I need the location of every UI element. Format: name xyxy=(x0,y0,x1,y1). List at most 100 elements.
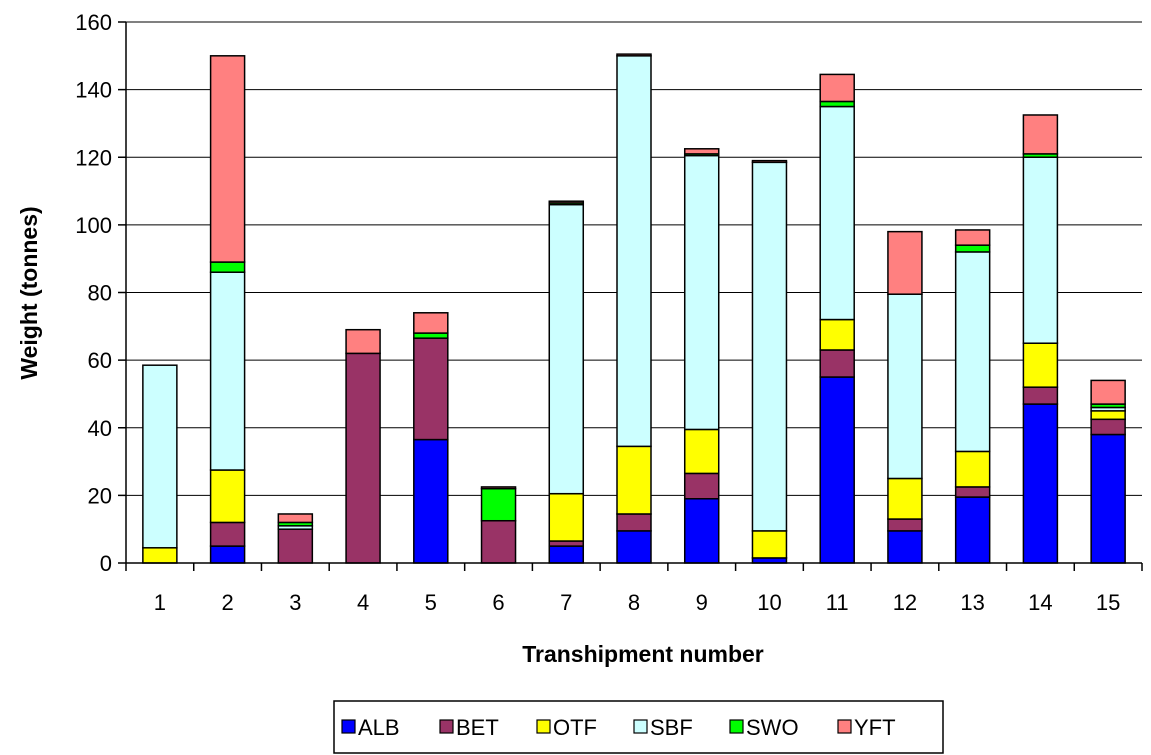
bar-otf-15 xyxy=(1090,410,1126,421)
bar-swo-13 xyxy=(954,244,991,253)
bar-stack-11 xyxy=(819,73,855,564)
legend-label: YFT xyxy=(854,715,896,740)
x-tick-label: 10 xyxy=(757,590,781,615)
y-tick-label: 40 xyxy=(88,416,112,441)
x-tick-label: 6 xyxy=(492,590,504,615)
bar-alb-14 xyxy=(1022,403,1059,564)
bar-yft-10 xyxy=(751,159,788,164)
bar-alb-11 xyxy=(819,376,855,564)
x-tick-label: 3 xyxy=(289,590,301,615)
legend-swatch xyxy=(341,719,356,734)
x-axis-title: Transhipment number xyxy=(522,641,764,667)
bar-yft-4 xyxy=(345,328,381,355)
legend-swatch xyxy=(729,719,744,734)
bar-yft-7 xyxy=(548,200,585,204)
bar-alb-12 xyxy=(887,530,923,564)
legend-item-alb: ALB xyxy=(341,715,400,740)
legend-label: ALB xyxy=(358,715,400,740)
bar-bet-3 xyxy=(277,528,314,564)
bar-stack-13 xyxy=(954,229,991,564)
bar-stack-9 xyxy=(683,148,720,564)
legend-item-bet: BET xyxy=(439,715,499,740)
y-tick-label: 20 xyxy=(88,483,112,508)
bar-bet-6 xyxy=(480,519,517,564)
bar-bet-12 xyxy=(887,518,923,532)
bar-bet-13 xyxy=(954,486,991,498)
bar-stack-4 xyxy=(345,328,381,564)
legend-swatch xyxy=(633,719,648,734)
bar-otf-12 xyxy=(887,477,923,520)
x-tick-label: 5 xyxy=(425,590,437,615)
y-tick-labels: 0 20 40 60 80 100 120 140 160 xyxy=(75,10,126,576)
legend-item-swo: SWO xyxy=(729,715,799,740)
bar-sbf-9 xyxy=(683,154,720,431)
bar-yft-11 xyxy=(819,73,855,103)
y-tick-label: 140 xyxy=(75,78,112,103)
legend-label: OTF xyxy=(553,715,597,740)
bar-alb-5 xyxy=(413,438,449,564)
bar-otf-13 xyxy=(954,450,991,488)
legend-item-otf: OTF xyxy=(536,715,597,740)
bar-stack-6 xyxy=(480,486,517,564)
bar-alb-9 xyxy=(683,498,720,564)
legend-item-sbf: SBF xyxy=(633,715,693,740)
legend-item-yft: YFT xyxy=(837,715,896,740)
x-tick-label: 2 xyxy=(221,590,233,615)
y-tick-label: 120 xyxy=(75,145,112,170)
bar-otf-11 xyxy=(819,318,855,351)
bar-stack-5 xyxy=(413,312,449,564)
x-tick-label: 15 xyxy=(1096,590,1120,615)
legend-label: BET xyxy=(456,715,499,740)
bar-bet-11 xyxy=(819,349,855,378)
y-tick-label: 80 xyxy=(88,281,112,306)
bar-yft-9 xyxy=(683,148,720,155)
bar-yft-14 xyxy=(1022,114,1059,155)
bar-stack-8 xyxy=(616,53,652,564)
bar-yft-15 xyxy=(1090,379,1126,405)
bar-yft-8 xyxy=(616,53,652,57)
legend-label: SBF xyxy=(650,715,693,740)
bar-stack-10 xyxy=(751,159,788,564)
bar-swo-2 xyxy=(209,261,246,273)
bar-bet-2 xyxy=(209,521,246,547)
legend-items: ALB BET OTF SBF SWO YFT xyxy=(341,715,896,740)
bar-alb-13 xyxy=(954,496,991,564)
bar-alb-2 xyxy=(209,545,246,564)
bar-sbf-14 xyxy=(1022,156,1059,344)
bar-swo-6 xyxy=(480,487,517,522)
bar-yft-5 xyxy=(413,312,449,334)
bar-bet-5 xyxy=(413,337,449,441)
bar-bet-9 xyxy=(683,472,720,500)
x-tick-label: 11 xyxy=(826,590,849,615)
bar-yft-13 xyxy=(954,229,991,246)
x-tick-label: 9 xyxy=(696,590,708,615)
legend-label: SWO xyxy=(746,715,799,740)
bar-bet-15 xyxy=(1090,418,1126,436)
bar-yft-12 xyxy=(887,230,923,295)
bar-yft-6 xyxy=(480,486,517,490)
bar-otf-2 xyxy=(209,469,246,524)
bar-otf-10 xyxy=(751,530,788,559)
bar-sbf-7 xyxy=(548,203,585,495)
bar-bet-4 xyxy=(345,352,381,564)
bar-sbf-12 xyxy=(887,293,923,480)
x-tick-label: 4 xyxy=(357,590,369,615)
x-tick-label: 7 xyxy=(560,590,572,615)
x-tick-label: 12 xyxy=(893,590,917,615)
x-tick-label: 8 xyxy=(628,590,640,615)
bar-bet-7 xyxy=(548,540,585,547)
x-tick-labels: 1 2 3 4 5 6 7 8 9 10 11 12 13 14 15 xyxy=(125,563,1143,615)
legend-swatch xyxy=(837,719,852,734)
legend: ALB BET OTF SBF SWO YFT xyxy=(333,700,944,754)
bar-alb-15 xyxy=(1090,433,1126,564)
bar-alb-7 xyxy=(548,545,585,564)
bar-stack-7 xyxy=(548,200,585,564)
y-tick-label: 60 xyxy=(88,348,112,373)
bar-swo-5 xyxy=(413,332,449,339)
bar-otf-7 xyxy=(548,492,585,542)
bar-sbf-10 xyxy=(751,161,788,532)
bars xyxy=(142,53,1126,564)
bar-sbf-1 xyxy=(142,364,178,549)
